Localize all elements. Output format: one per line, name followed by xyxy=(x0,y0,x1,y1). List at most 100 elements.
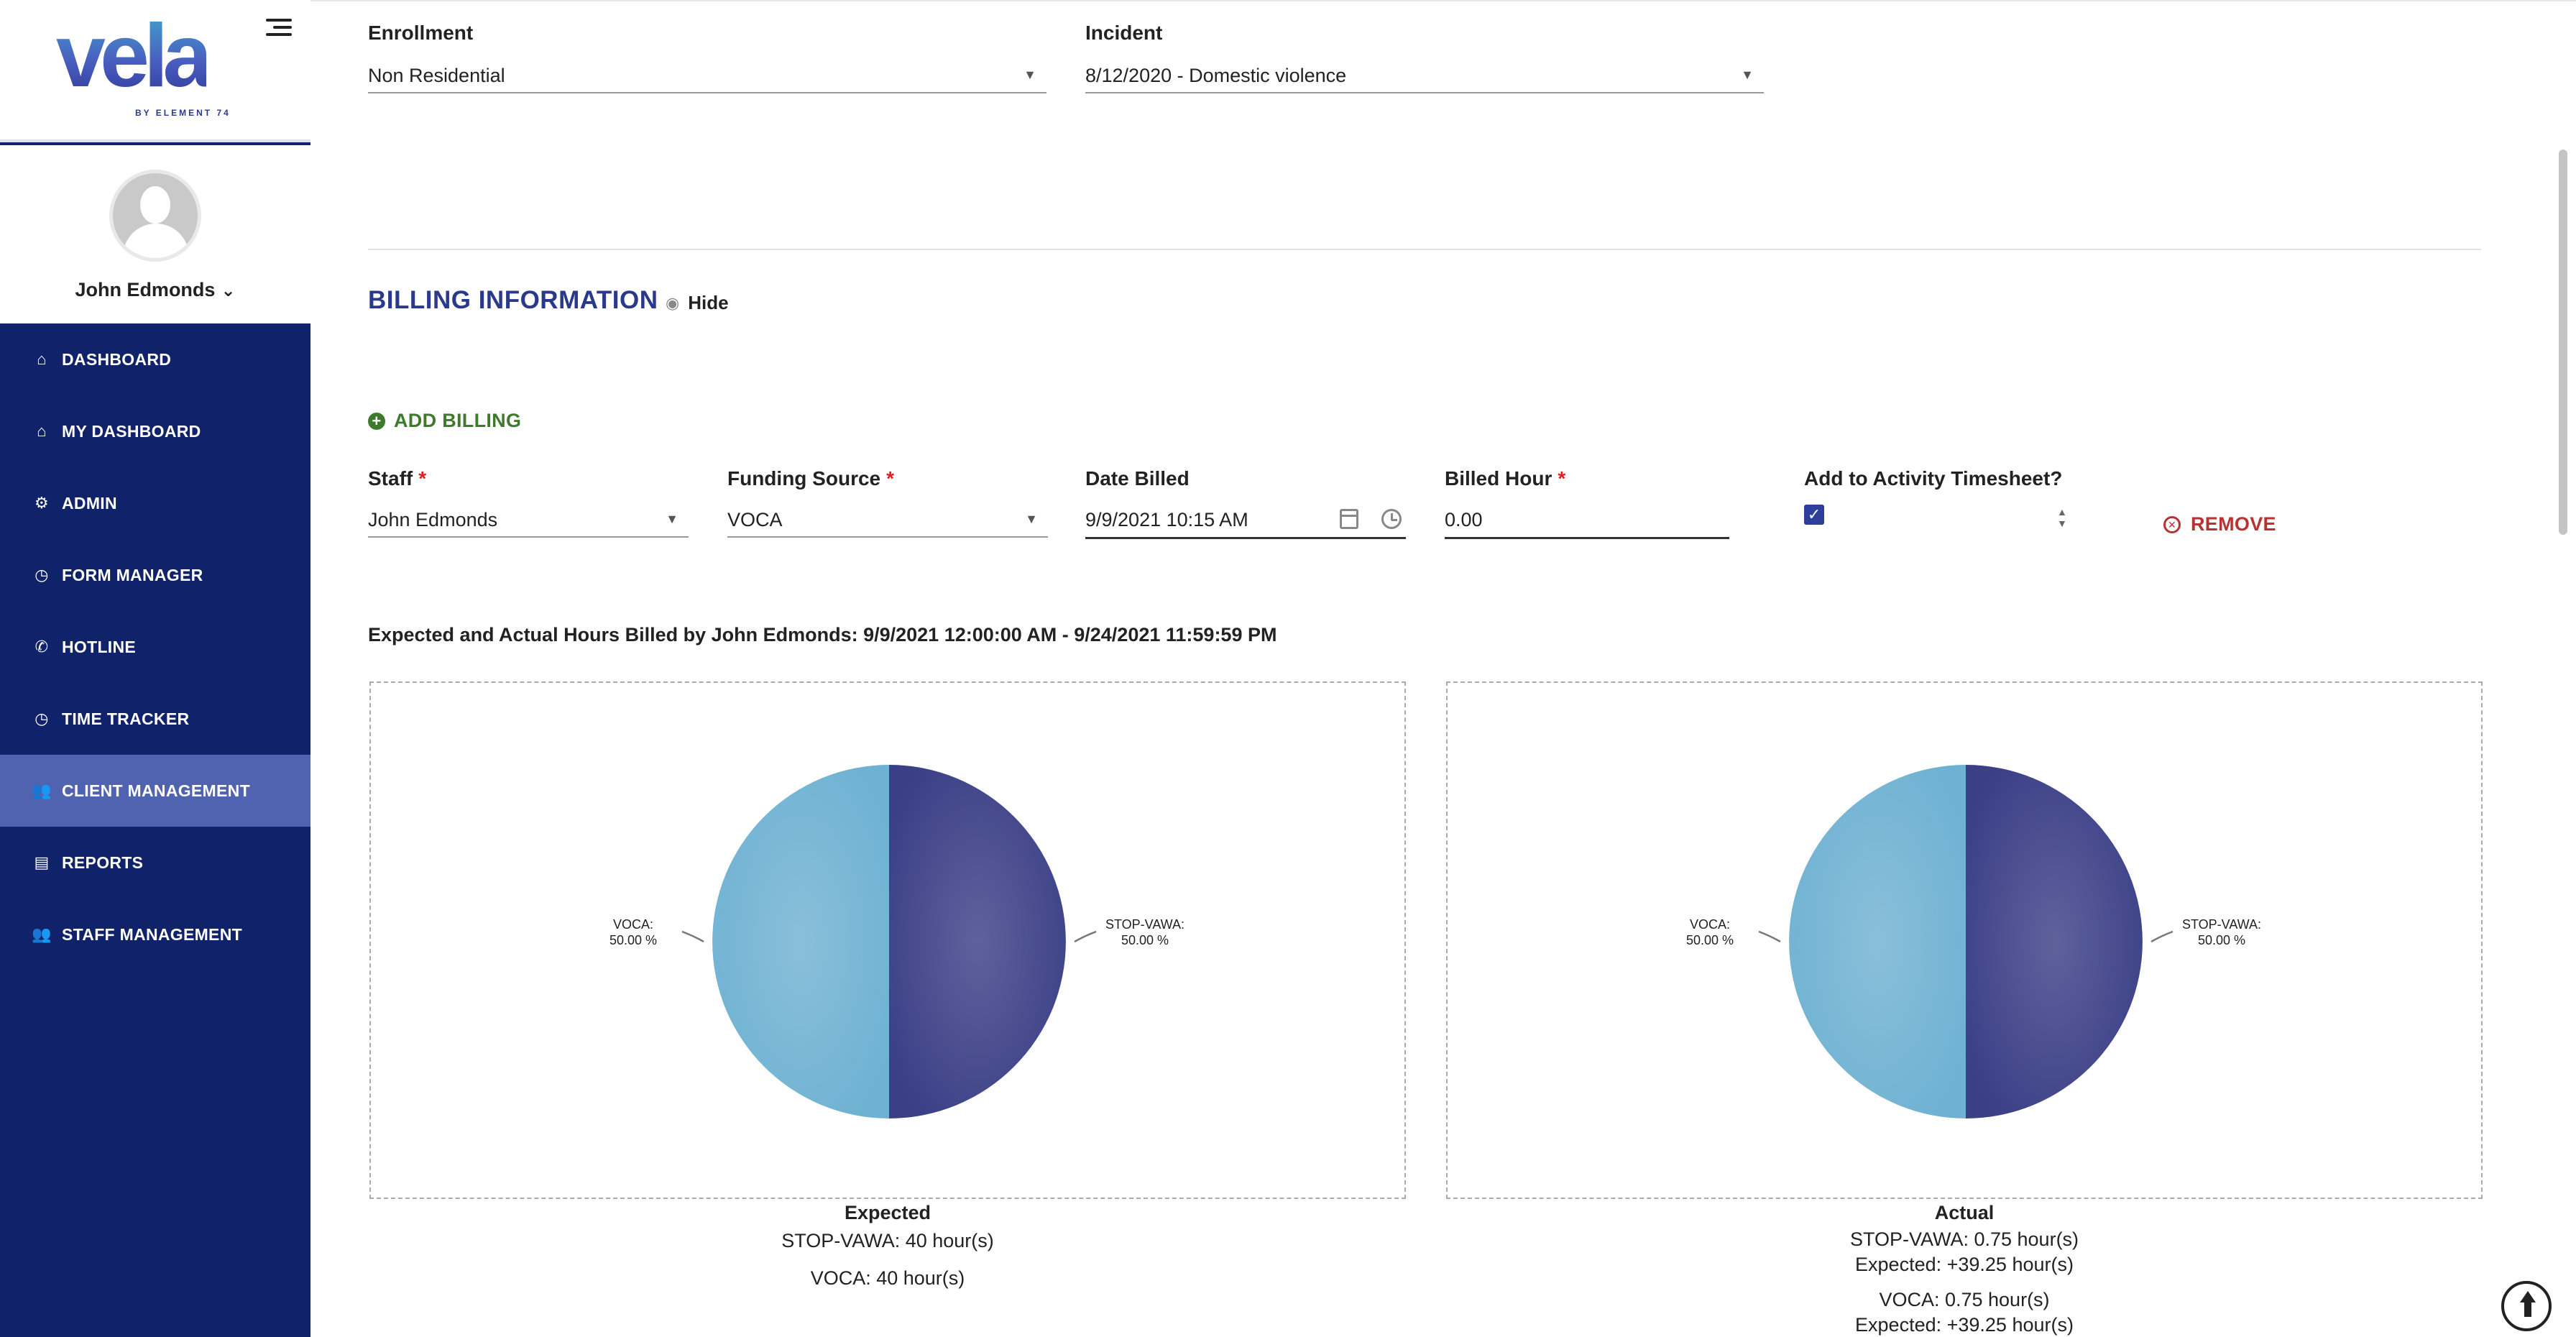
user-menu[interactable]: John Edmonds ⌄ xyxy=(0,279,310,301)
sidebar: vela BY ELEMENT 74 John Edmonds ⌄ ⌂ DASHBO… xyxy=(0,0,310,1337)
sidebar-item-time-tracker[interactable]: ◷ TIME TRACKER xyxy=(0,683,310,755)
sidebar-item-admin[interactable]: ⚙ ADMIN xyxy=(0,467,310,539)
sidebar-item-staff-management[interactable]: 👥 STAFF MANAGEMENT xyxy=(0,899,310,970)
add-billing-button[interactable]: + ADD BILLING xyxy=(368,410,521,432)
enrollment-value: Non Residential xyxy=(368,65,505,86)
pie-label-name: STOP-VAWA: xyxy=(2182,917,2261,932)
close-circle-icon: ✕ xyxy=(2163,515,2181,533)
funding-source-select[interactable]: VOCA ▼ xyxy=(727,506,1048,538)
actual-title: Actual xyxy=(1934,1202,1995,1223)
sidebar-item-client-management[interactable]: 👥 CLIENT MANAGEMENT xyxy=(0,755,310,827)
phone-icon: ✆ xyxy=(34,638,49,656)
clock-icon[interactable] xyxy=(1381,509,1402,529)
section-divider xyxy=(368,249,2481,250)
sidebar-item-label: DASHBOARD xyxy=(62,349,172,369)
staff-select[interactable]: John Edmonds ▼ xyxy=(368,506,689,538)
house-user-icon: ⌂ xyxy=(37,422,47,440)
date-billed-input[interactable]: 9/9/2021 10:15 AM xyxy=(1085,505,1406,539)
funding-source-label-text: Funding Source xyxy=(727,467,881,490)
clock-icon: ◷ xyxy=(34,709,49,727)
sidebar-item-dashboard[interactable]: ⌂ DASHBOARD xyxy=(0,323,310,395)
billed-hour-label-text: Billed Hour xyxy=(1445,467,1552,490)
scrollbar[interactable] xyxy=(2559,150,2567,535)
actual-line: VOCA: 0.75 hour(s) xyxy=(1879,1289,2050,1310)
user-name: John Edmonds xyxy=(75,279,216,300)
actual-line: Expected: +39.25 hour(s) xyxy=(1855,1314,2074,1336)
pie-label-percent: 50.00 % xyxy=(610,933,657,947)
enrollment-select[interactable]: Non Residential ▼ xyxy=(368,62,1046,93)
pie-label-connector xyxy=(2150,930,2174,943)
pie-label-name: STOP-VAWA: xyxy=(1105,917,1184,932)
actual-pie-chart: STOP-VAWA:50.00 %VOCA:50.00 % xyxy=(1686,765,2261,1118)
eye-slash-icon: ◉ xyxy=(666,293,680,312)
sidebar-item-my-dashboard[interactable]: ⌂ MY DASHBOARD xyxy=(0,395,310,467)
main-content: Enrollment Non Residential ▼ Incident 8/… xyxy=(310,0,2576,1337)
actual-chart: STOP-VAWA: 50.00 % VOCA: 50.00 % xyxy=(1446,681,2483,1199)
dropdown-arrow-icon: ▼ xyxy=(666,512,678,526)
pie-slice-voca[interactable] xyxy=(1789,765,1966,1118)
date-billed-value: 9/9/2021 10:15 AM xyxy=(1085,509,1248,530)
book-icon: ▤ xyxy=(34,853,50,871)
logo-area: vela BY ELEMENT 74 xyxy=(0,0,310,142)
sidebar-item-reports[interactable]: ▤ REPORTS xyxy=(0,827,310,899)
scroll-to-top-button[interactable] xyxy=(2501,1281,2552,1331)
sidebar-item-label: ADMIN xyxy=(62,493,117,513)
expected-title: Expected xyxy=(844,1202,932,1223)
sidebar-item-label: TIME TRACKER xyxy=(62,709,190,728)
required-marker: * xyxy=(1558,467,1566,490)
hide-label: Hide xyxy=(688,292,729,313)
staff-label: Staff * xyxy=(368,467,426,490)
pie-label-percent: 50.00 % xyxy=(1686,933,1734,947)
pie-slice-stop-vawa[interactable] xyxy=(889,765,1066,1118)
sidebar-item-hotline[interactable]: ✆ HOTLINE xyxy=(0,611,310,683)
calendar-icon[interactable] xyxy=(1340,509,1358,529)
chevron-down-icon: ⌄ xyxy=(221,281,236,300)
pie-slice-voca[interactable] xyxy=(712,765,889,1118)
required-marker: * xyxy=(886,467,895,490)
sidebar-item-label: CLIENT MANAGEMENT xyxy=(62,781,250,800)
sidebar-item-form-manager[interactable]: ◷ FORM MANAGER xyxy=(0,539,310,611)
expected-summary: Expected STOP-VAWA: 40 hour(s) VOCA: 40 … xyxy=(369,1199,1406,1292)
cogs-icon: ⚙ xyxy=(34,494,50,512)
billed-hour-input[interactable]: 0.00 xyxy=(1445,505,1729,539)
billed-hour-label: Billed Hour * xyxy=(1445,467,1565,490)
dropdown-arrow-icon: ▼ xyxy=(1741,68,1754,82)
sidebar-item-label: FORM MANAGER xyxy=(62,565,203,584)
pie-label-connector xyxy=(1074,930,1097,943)
chart-heading: Expected and Actual Hours Billed by John… xyxy=(368,624,1277,645)
pie-label-percent: 50.00 % xyxy=(2198,933,2245,947)
sidebar-item-label: HOTLINE xyxy=(62,637,137,656)
actual-line: Expected: +39.25 hour(s) xyxy=(1855,1254,2074,1275)
pie-label-percent: 50.00 % xyxy=(1121,933,1169,947)
required-marker: * xyxy=(418,467,427,490)
remove-billing-button[interactable]: ✕ REMOVE xyxy=(2163,513,2276,536)
app-logo-subtitle: BY ELEMENT 74 xyxy=(135,108,231,118)
clock-icon: ◷ xyxy=(34,566,49,584)
enrollment-label: Enrollment xyxy=(368,22,474,44)
plus-circle-icon: + xyxy=(368,412,385,430)
menu-toggle-icon[interactable] xyxy=(266,17,292,39)
sidebar-item-label: STAFF MANAGEMENT xyxy=(62,924,242,944)
sidebar-item-label: REPORTS xyxy=(62,853,144,872)
dropdown-arrow-icon: ▼ xyxy=(1024,68,1036,82)
incident-select[interactable]: 8/12/2020 - Domestic violence ▼ xyxy=(1085,62,1764,93)
app-logo: vela xyxy=(56,6,212,106)
home-icon: ⌂ xyxy=(37,350,47,368)
expected-chart: STOP-VAWA: 50.00 % VOCA: 50.00 % xyxy=(369,681,1406,1199)
pie-label-name: VOCA: xyxy=(1690,917,1730,932)
hide-billing-toggle[interactable]: ◉ Hide xyxy=(666,292,729,314)
date-billed-label: Date Billed xyxy=(1085,467,1190,490)
user-profile: John Edmonds ⌄ xyxy=(0,145,310,323)
actual-line: STOP-VAWA: 0.75 hour(s) xyxy=(1849,1228,2079,1250)
funding-source-label: Funding Source * xyxy=(727,467,894,490)
sidebar-nav: ⌂ DASHBOARD ⌂ MY DASHBOARD ⚙ ADMIN ◷ FORM MA… xyxy=(0,323,310,970)
timesheet-checkbox[interactable]: ✓ xyxy=(1804,505,1824,525)
dropdown-arrow-icon: ▼ xyxy=(1025,512,1038,526)
pie-slice-stop-vawa[interactable] xyxy=(1966,765,2143,1118)
expected-line: VOCA: 40 hour(s) xyxy=(810,1267,965,1289)
pie-label-connector xyxy=(1758,930,1781,943)
number-spinner[interactable]: ▲ ▼ xyxy=(2057,506,2067,529)
remove-label: REMOVE xyxy=(2191,513,2276,535)
avatar xyxy=(109,170,201,262)
users-icon: 👥 xyxy=(32,781,52,799)
